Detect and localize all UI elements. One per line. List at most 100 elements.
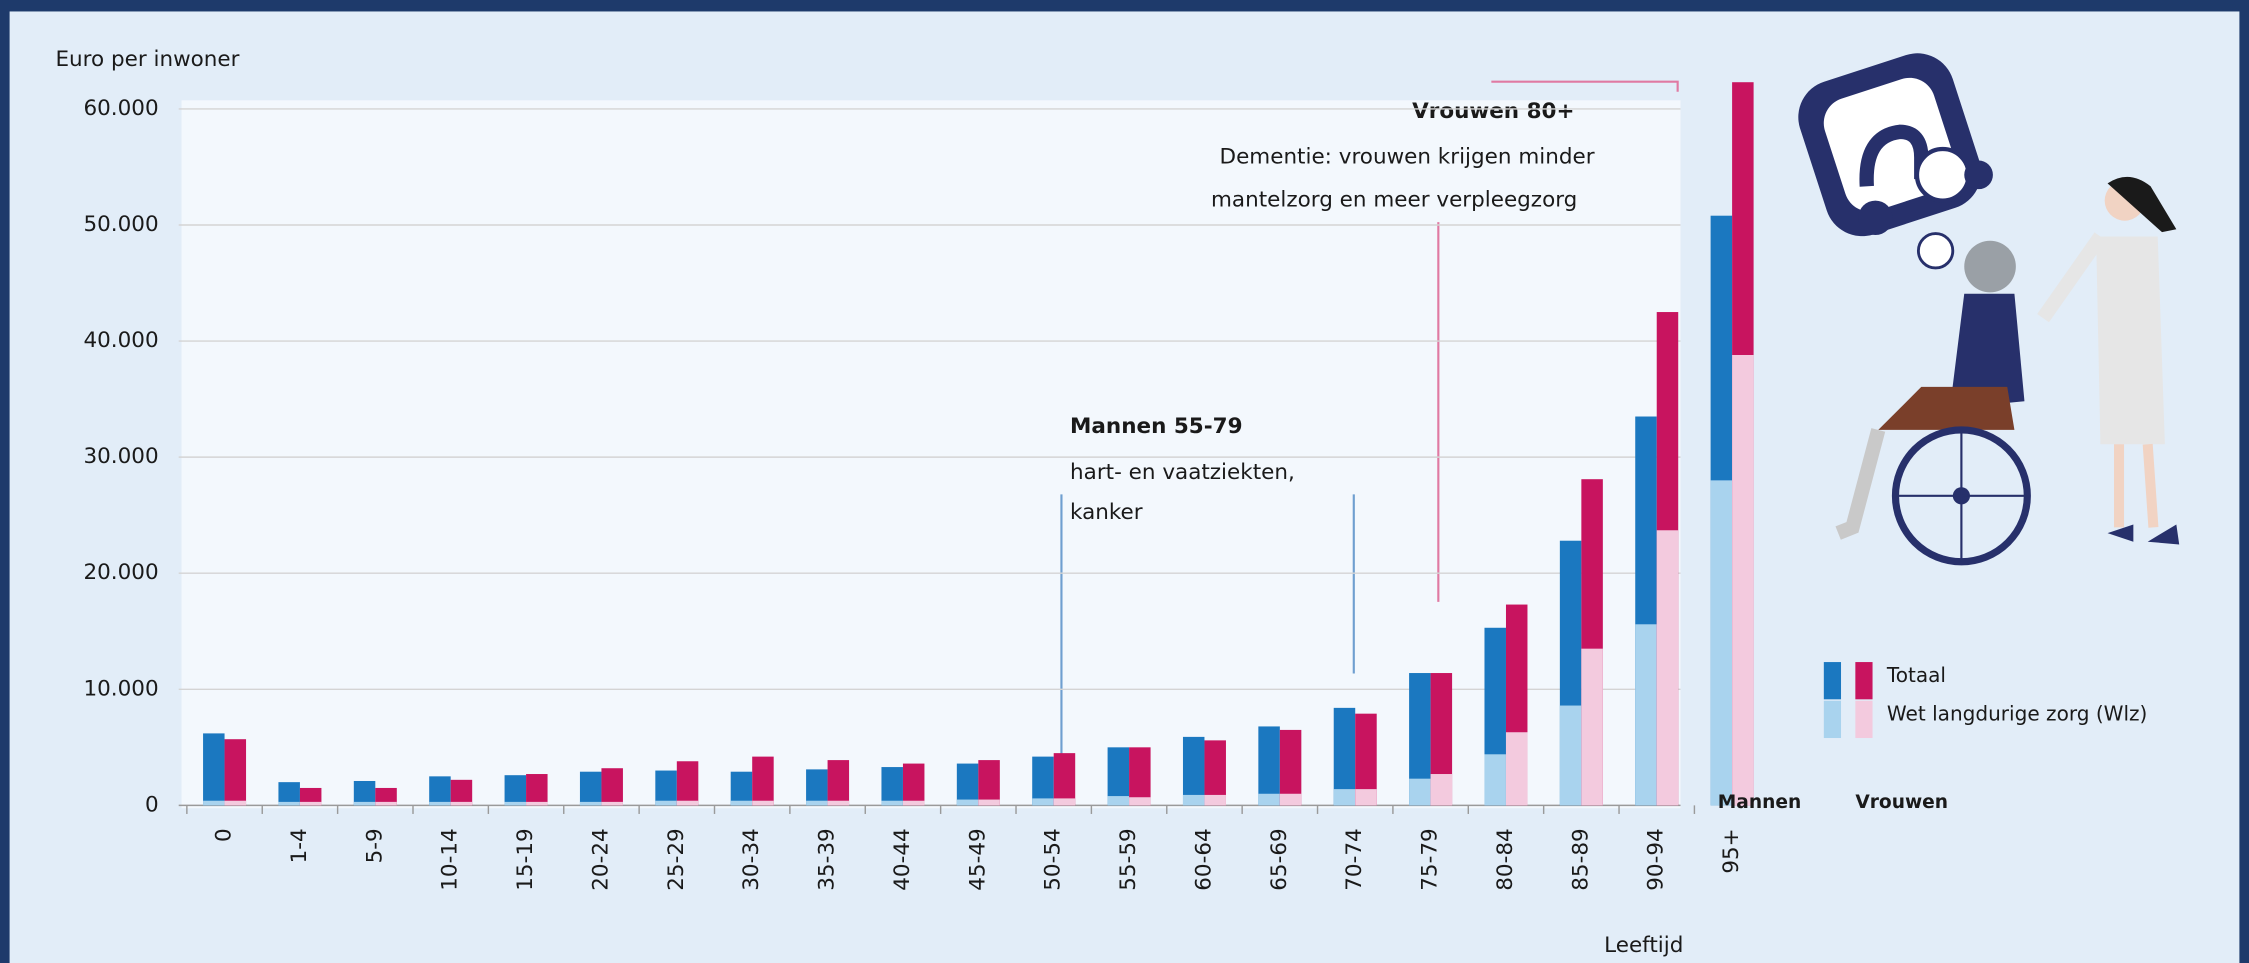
wlz-bar — [353, 801, 376, 806]
y-tick-label: 20.000 — [83, 560, 158, 585]
total-bar — [655, 770, 677, 806]
x-tick-label: 25-29 — [664, 828, 689, 890]
total-bar — [1279, 729, 1302, 806]
wlz-bar — [450, 801, 473, 806]
total-bar — [526, 774, 548, 806]
wlz-bar — [1430, 774, 1453, 806]
x-tick-label: 95+ — [1719, 828, 1744, 873]
total-bar — [224, 739, 247, 806]
wlz-bar — [1182, 794, 1205, 806]
legend-swatch — [1823, 700, 1842, 739]
total-bar — [881, 767, 903, 806]
legend-label: Wet langdurige zorg (Wlz) — [1887, 702, 2148, 726]
y-tick-label: 60.000 — [83, 96, 158, 121]
wlz-bar — [1505, 732, 1528, 806]
total-bar — [730, 771, 753, 806]
y-tick-label: 50.000 — [83, 212, 158, 237]
x-tick-label: 35-39 — [815, 828, 840, 890]
x-tick-label: 20-24 — [588, 828, 613, 890]
total-bar — [1182, 736, 1205, 806]
illustration — [1798, 53, 2180, 566]
total-bar — [1107, 747, 1130, 806]
x-tick-label: 70-74 — [1342, 828, 1367, 890]
wlz-bar — [730, 800, 753, 806]
wlz-bar — [978, 799, 1000, 806]
total-bar — [978, 760, 1000, 806]
x-tick-label: 30-34 — [739, 828, 764, 890]
wlz-bar — [1053, 798, 1076, 806]
wlz-bar — [1559, 705, 1582, 806]
x-tick-label: 5-9 — [362, 828, 387, 863]
total-bar — [676, 761, 699, 806]
x-tick-label: 40-44 — [890, 828, 915, 890]
x-tick-label: 60-64 — [1191, 828, 1216, 890]
y-tick-label: 10.000 — [83, 676, 158, 701]
wlz-bar — [827, 800, 850, 806]
wlz-bar — [956, 799, 979, 806]
legend-label: Vrouwen — [1855, 792, 1948, 813]
wlz-bar — [1107, 796, 1130, 806]
wlz-bar — [1258, 793, 1280, 806]
total-bar — [752, 756, 774, 806]
wlz-bar — [278, 801, 300, 806]
wlz-bar — [752, 800, 774, 806]
wlz-bar — [579, 801, 602, 806]
x-tick-label: 65-69 — [1267, 828, 1292, 890]
total-bar — [278, 782, 300, 806]
legend-label: Mannen — [1718, 792, 1801, 813]
y-tick-label: 0 — [145, 792, 159, 817]
x-tick-label: 15-19 — [513, 828, 538, 890]
wlz-bar — [1710, 480, 1733, 806]
wlz-bar — [1656, 530, 1679, 806]
x-tick-label: 0 — [212, 828, 237, 842]
total-bar — [827, 760, 850, 806]
total-bar — [1053, 753, 1076, 806]
wlz-bar — [299, 801, 322, 806]
wlz-bar — [1032, 798, 1054, 806]
wlz-bar — [1333, 789, 1356, 806]
annotation-text: Dementie: vrouwen krijgen minder — [1220, 145, 1595, 170]
total-bar — [1430, 673, 1453, 806]
legend-swatch — [1823, 662, 1842, 700]
wlz-bar — [224, 800, 247, 806]
wlz-bar — [806, 800, 828, 806]
total-bar — [579, 771, 602, 806]
wlz-bar — [203, 800, 225, 806]
annotation-text: mantelzorg en meer verpleegzorg — [1211, 188, 1577, 213]
x-tick-label: 45-49 — [965, 828, 990, 890]
total-bar — [353, 780, 376, 806]
annotation-title: Vrouwen 80+ — [1412, 99, 1574, 124]
total-bar — [299, 787, 322, 806]
y-axis-label: Euro per inwoner — [55, 47, 239, 72]
wlz-bar — [881, 800, 903, 806]
wlz-bar — [429, 801, 451, 806]
total-bar — [1258, 726, 1280, 806]
total-bar — [1129, 747, 1151, 806]
x-tick-label: 50-54 — [1041, 828, 1066, 890]
total-bar — [450, 779, 473, 806]
total-bar — [375, 787, 397, 806]
total-bar — [1333, 707, 1356, 806]
total-bar — [956, 763, 979, 806]
x-tick-label: 1-4 — [287, 828, 312, 863]
total-bar — [1355, 713, 1377, 806]
wlz-bar — [902, 800, 925, 806]
wlz-bar — [1409, 778, 1431, 806]
y-tick-label: 40.000 — [83, 328, 158, 353]
wlz-bar — [1581, 648, 1603, 806]
annotation-text: kanker — [1070, 500, 1143, 525]
x-tick-label: 85-89 — [1568, 828, 1593, 890]
total-bar — [1204, 740, 1226, 806]
x-tick-label: 90-94 — [1644, 828, 1669, 890]
legend-swatch — [1855, 700, 1873, 739]
total-bar — [1032, 756, 1054, 806]
annotation-bracket — [1491, 80, 1679, 92]
wlz-bar — [1129, 797, 1151, 806]
wlz-bar — [1204, 794, 1226, 806]
wlz-bar — [1355, 789, 1377, 806]
wlz-bar — [655, 800, 677, 806]
total-bar — [601, 768, 623, 806]
wlz-bar — [375, 801, 397, 806]
